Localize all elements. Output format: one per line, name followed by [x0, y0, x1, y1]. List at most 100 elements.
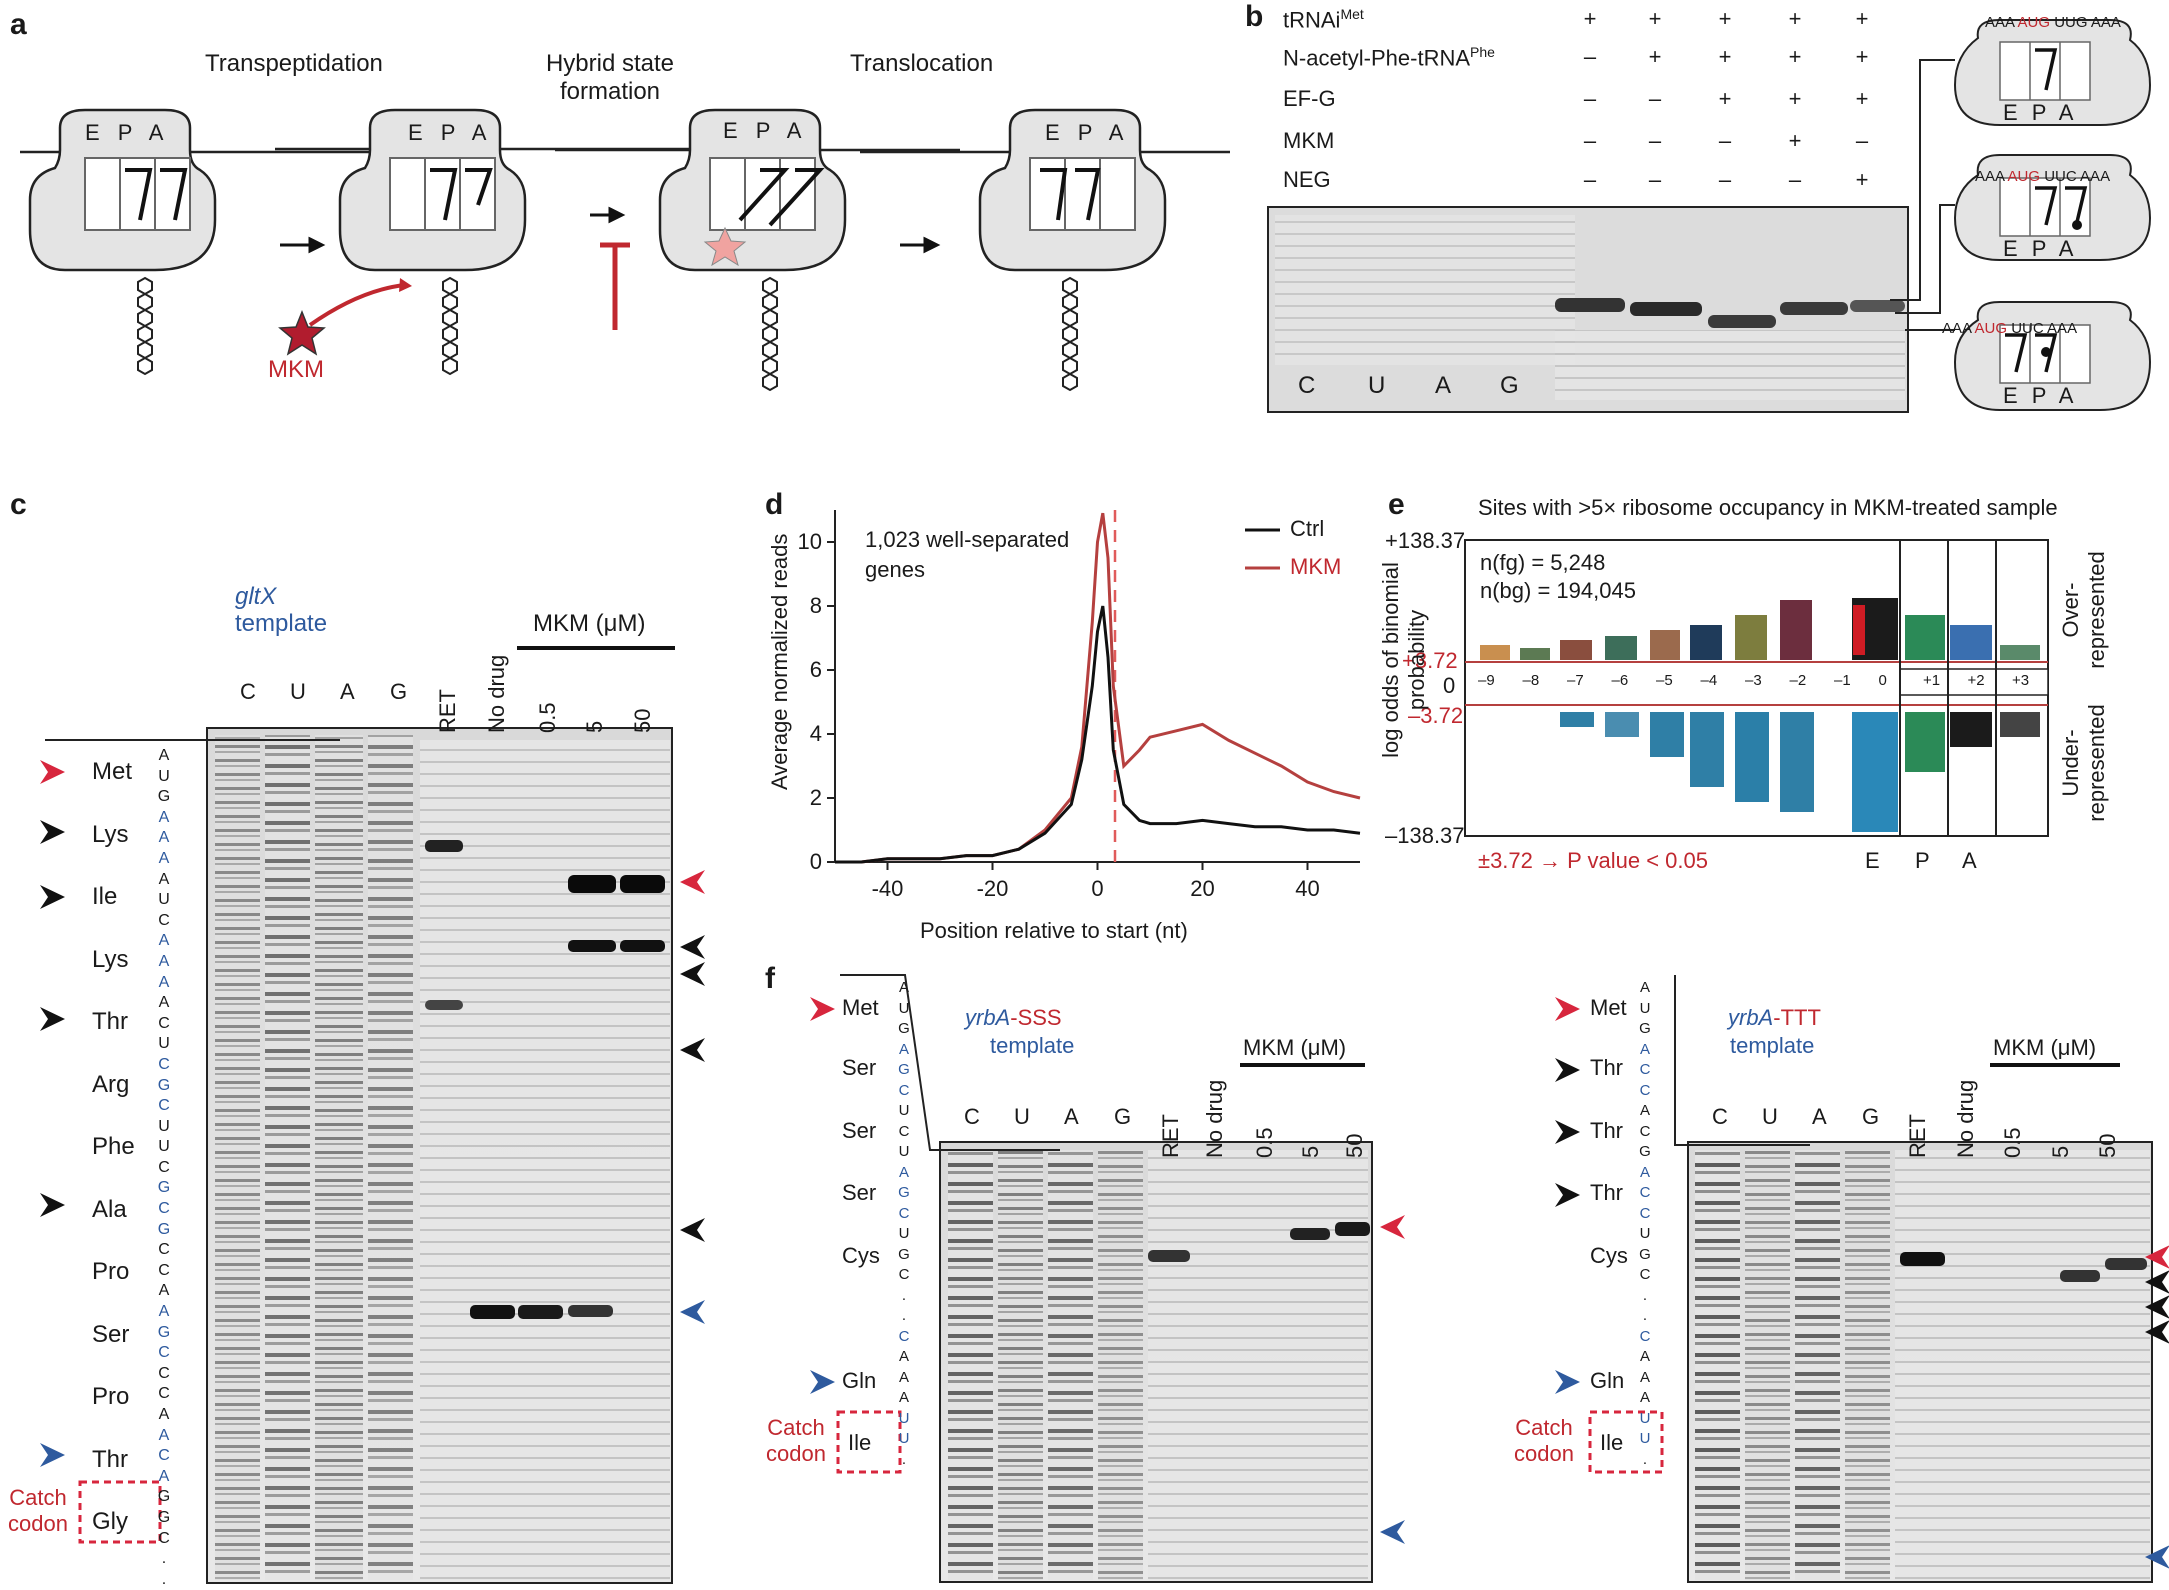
mkm-header-c: MKM (μM): [533, 610, 646, 637]
f-aa-left-1: Ser: [842, 1055, 877, 1080]
panel-label-d: d: [765, 488, 784, 521]
nucleotide: C: [158, 1158, 170, 1176]
nfg-e: n(fg) = 5,248: [1480, 550, 1606, 575]
nucleotide: A: [1639, 1368, 1650, 1386]
nucleotide: U: [1639, 1430, 1651, 1447]
position-e-11: +2: [1967, 672, 1985, 689]
site-labels-2: EPA: [408, 120, 505, 145]
template-word-f-right: template: [1730, 1033, 1815, 1058]
f-aa-right-3: Thr: [1590, 1180, 1623, 1205]
nucleotide: G: [898, 1061, 910, 1078]
template-gene-f-right: yrbA-TTT: [1728, 1005, 1821, 1030]
position-e-3: –6: [1611, 672, 1629, 689]
mkm-star-icon: [278, 309, 326, 356]
nucleotide: U: [898, 1102, 910, 1119]
nucleotide: G: [157, 788, 171, 806]
lane-f-left-1: U: [1014, 1104, 1030, 1129]
nucleotide: C: [158, 1529, 170, 1547]
condition-value-3-2: –: [1718, 128, 1732, 153]
logo-e: [1464, 539, 2049, 837]
nucleotide: A: [158, 870, 170, 888]
gel-c-lanes: [215, 735, 670, 1580]
nucleotide: G: [157, 1508, 171, 1526]
nucleotide: .: [901, 1450, 907, 1468]
condition-value-2-1: –: [1648, 86, 1662, 111]
gel-f-right-lanes: [1695, 1150, 2150, 1580]
f-aa-right-6: Ile: [1600, 1430, 1624, 1455]
condition-value-2-2: +: [1718, 86, 1732, 111]
peptide-chains: [137, 276, 1078, 392]
nucleotide: .: [901, 1307, 907, 1324]
over-label-e: Over-represented: [2058, 551, 2109, 669]
y-tick-label-3: 6: [809, 657, 822, 682]
panel-label-a: a: [10, 8, 27, 41]
gel-b-lane-a: A: [1435, 372, 1452, 399]
condition-label-2: EF-G: [1283, 86, 1336, 111]
nucleotide: A: [158, 932, 170, 950]
y-tick-label-2: 4: [809, 721, 822, 746]
catch-codon-box-f-right: [1588, 1410, 1664, 1474]
nucleotide: A: [898, 1368, 909, 1386]
nucleotide: U: [158, 1035, 170, 1053]
nucleotide: C: [158, 911, 170, 929]
position-e-12: +3: [2012, 672, 2030, 689]
condition-value-4-1: –: [1648, 167, 1662, 192]
yzero-e: 0: [1443, 673, 1456, 698]
nucleotide: C: [1639, 1184, 1651, 1201]
c-aa-0: Met: [92, 758, 133, 785]
nucleotide: U: [158, 767, 170, 785]
codon-row-1: AAA AUG UUG AAA: [1985, 14, 2121, 31]
under-label-e: Under-represented: [2058, 704, 2109, 822]
c-aa-11: Thr: [92, 1445, 128, 1473]
template-gene-f-left: yrbA-SSS: [965, 1005, 1062, 1030]
position-e-6: –3: [1745, 672, 1762, 689]
gel-b-leaders: [1890, 59, 1955, 331]
nucleotide: A: [158, 1426, 170, 1444]
nucleotide: A: [158, 808, 170, 826]
nucleotide: A: [1639, 979, 1650, 996]
lane-c-4: RET: [435, 689, 460, 733]
legend-label-mkm: MKM: [1290, 554, 1342, 579]
c-aa-6: Phe: [92, 1133, 135, 1160]
step-hybrid: Hybrid state formation: [545, 50, 675, 105]
nucleotide: U: [1639, 999, 1651, 1017]
nucleotide: .: [161, 1570, 167, 1588]
condition-label-3: MKM: [1283, 128, 1335, 153]
lane-f-right-7: 5: [2048, 1145, 2073, 1158]
mkm-star-faded-icon: [703, 226, 747, 267]
nucleotide: A: [158, 849, 170, 867]
template-word-f-left: template: [990, 1033, 1075, 1058]
f-aa-right-4: Cys: [1590, 1243, 1628, 1268]
condition-value-0-0: +: [1583, 6, 1597, 31]
template-word-c: template: [235, 610, 328, 637]
nucleotide: C: [898, 1204, 910, 1222]
lane-c-6: 0.5: [535, 702, 560, 733]
nucleotide: C: [1639, 1081, 1651, 1099]
f-aa-left-2: Ser: [842, 1118, 877, 1143]
nucleotide: A: [1639, 1348, 1650, 1365]
mkm-header-f-left: MKM (μM): [1243, 1035, 1347, 1060]
nucleotide: C: [158, 1447, 170, 1465]
lane-f-left-5: No drug: [1202, 1079, 1227, 1158]
yneg-e: –3.72: [1408, 703, 1464, 728]
nucleotide: C: [158, 1364, 170, 1382]
c-aa-10: Pro: [92, 1383, 130, 1410]
ylabel-e: log odds of binomial probability: [1378, 562, 1429, 758]
nucleotide: A: [898, 979, 909, 996]
condition-value-1-4: +: [1855, 44, 1869, 69]
site-labels-4: EPA: [1045, 120, 1142, 145]
nucleotide: G: [157, 1488, 171, 1506]
condition-value-2-3: +: [1788, 86, 1802, 111]
c-aa-7: Ala: [92, 1195, 127, 1223]
nucleotide: G: [157, 1220, 171, 1238]
legend-label-ctrl: Ctrl: [1290, 516, 1325, 541]
nucleotide: A: [1639, 1102, 1650, 1119]
title-e: Sites with >5× ribosome occupancy in MKM…: [1478, 495, 2058, 520]
condition-label-0: tRNAiMet: [1283, 6, 1364, 33]
nucleotide: A: [898, 1040, 909, 1058]
position-e-1: –8: [1522, 672, 1540, 689]
position-e-5: –4: [1700, 672, 1718, 689]
nucleotide: C: [158, 1055, 170, 1073]
c-aa-12: Gly: [92, 1508, 128, 1535]
f-aa-right-0: Met: [1590, 995, 1627, 1020]
